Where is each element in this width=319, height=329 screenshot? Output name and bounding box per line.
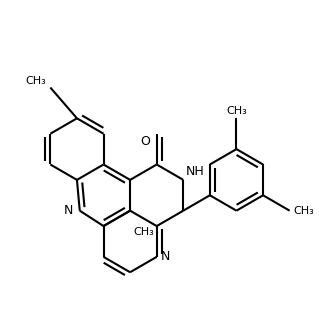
Text: NH: NH (186, 165, 205, 179)
Text: CH₃: CH₃ (226, 106, 247, 115)
Text: CH₃: CH₃ (26, 76, 46, 86)
Text: N: N (161, 250, 170, 263)
Text: N: N (63, 204, 73, 217)
Text: CH₃: CH₃ (294, 206, 315, 216)
Text: O: O (140, 135, 150, 148)
Text: CH₃: CH₃ (133, 227, 154, 238)
